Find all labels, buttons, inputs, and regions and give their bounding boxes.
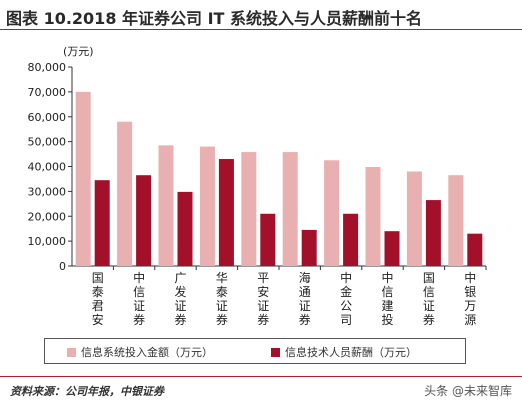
y-unit-label: (万元) [63,45,94,58]
chart-title: 图表 10.2018 年证券公司 IT 系统投入与人员薪酬前十名 [6,9,423,28]
legend-swatch-it-salary [271,347,280,357]
y-tick-label: 30,000 [28,185,67,198]
x-tick-label: 中信建投 [381,270,393,327]
y-tick-label: 70,000 [28,86,67,99]
bar-it-investment [406,171,422,266]
bar-it-salary [260,213,276,266]
y-tick-label: 0 [59,260,66,273]
y-tick-label: 80,000 [28,61,67,74]
y-tick-label: 10,000 [28,235,67,248]
x-tick-label: 中金公司 [340,270,352,327]
y-tick-label: 20,000 [28,210,67,223]
watermark: 头条 @未来智库 [424,384,512,398]
bar-chart: (万元) 0 10,000 20,000 30,000 40,000 50,000 60,00… [28,45,487,327]
bar-it-salary [94,180,110,266]
x-tick-label: 国信证券 [423,271,435,327]
source-note: 资料来源：公司年报，中银证券 [10,385,164,398]
bar-it-investment [199,146,215,266]
legend-label-it-investment: 信息系统投入金额（万元） [81,346,213,359]
x-tick-label: 广发证券 [174,271,186,327]
bar-it-salary [467,233,483,266]
legend-label-it-salary: 信息技术人员薪酬（万元） [285,346,417,359]
legend-item-it-investment: 信息系统投入金额（万元） [67,344,213,360]
bar-it-salary [384,231,400,266]
y-tick-label: 50,000 [28,136,67,149]
source-divider [0,376,522,377]
bar-it-investment [241,152,257,266]
x-tick-label: 中信证券 [133,270,145,327]
x-tick-label: 国泰君安 [92,271,104,327]
legend: 信息系统投入金额（万元） 信息技术人员薪酬（万元） [44,338,466,364]
legend-item-it-salary: 信息技术人员薪酬（万元） [271,344,417,360]
bar-it-salary [177,191,193,266]
x-tick-label: 平安证券 [257,271,269,327]
bar-it-salary [425,200,441,266]
bar-it-salary [301,229,317,266]
bar-it-salary [343,213,359,266]
bar-it-investment [282,152,298,266]
bar-it-investment [75,91,91,266]
bar-it-investment [324,160,340,266]
bar-it-investment [365,166,381,266]
title-bar: 图表 10.2018 年证券公司 IT 系统投入与人员薪酬前十名 [0,0,522,30]
x-tick-label: 海通证券 [299,270,311,327]
bar-it-investment [117,121,133,266]
legend-swatch-it-investment [67,347,76,357]
y-tick-label: 40,000 [28,161,67,174]
bar-it-investment [158,145,174,266]
bar-it-salary [218,159,234,266]
bar-it-salary [136,175,152,266]
x-tick-label: 中银万源 [464,270,476,327]
x-tick-label: 华泰证券 [216,271,228,327]
y-tick-label: 60,000 [28,111,67,124]
bar-it-investment [448,175,464,266]
